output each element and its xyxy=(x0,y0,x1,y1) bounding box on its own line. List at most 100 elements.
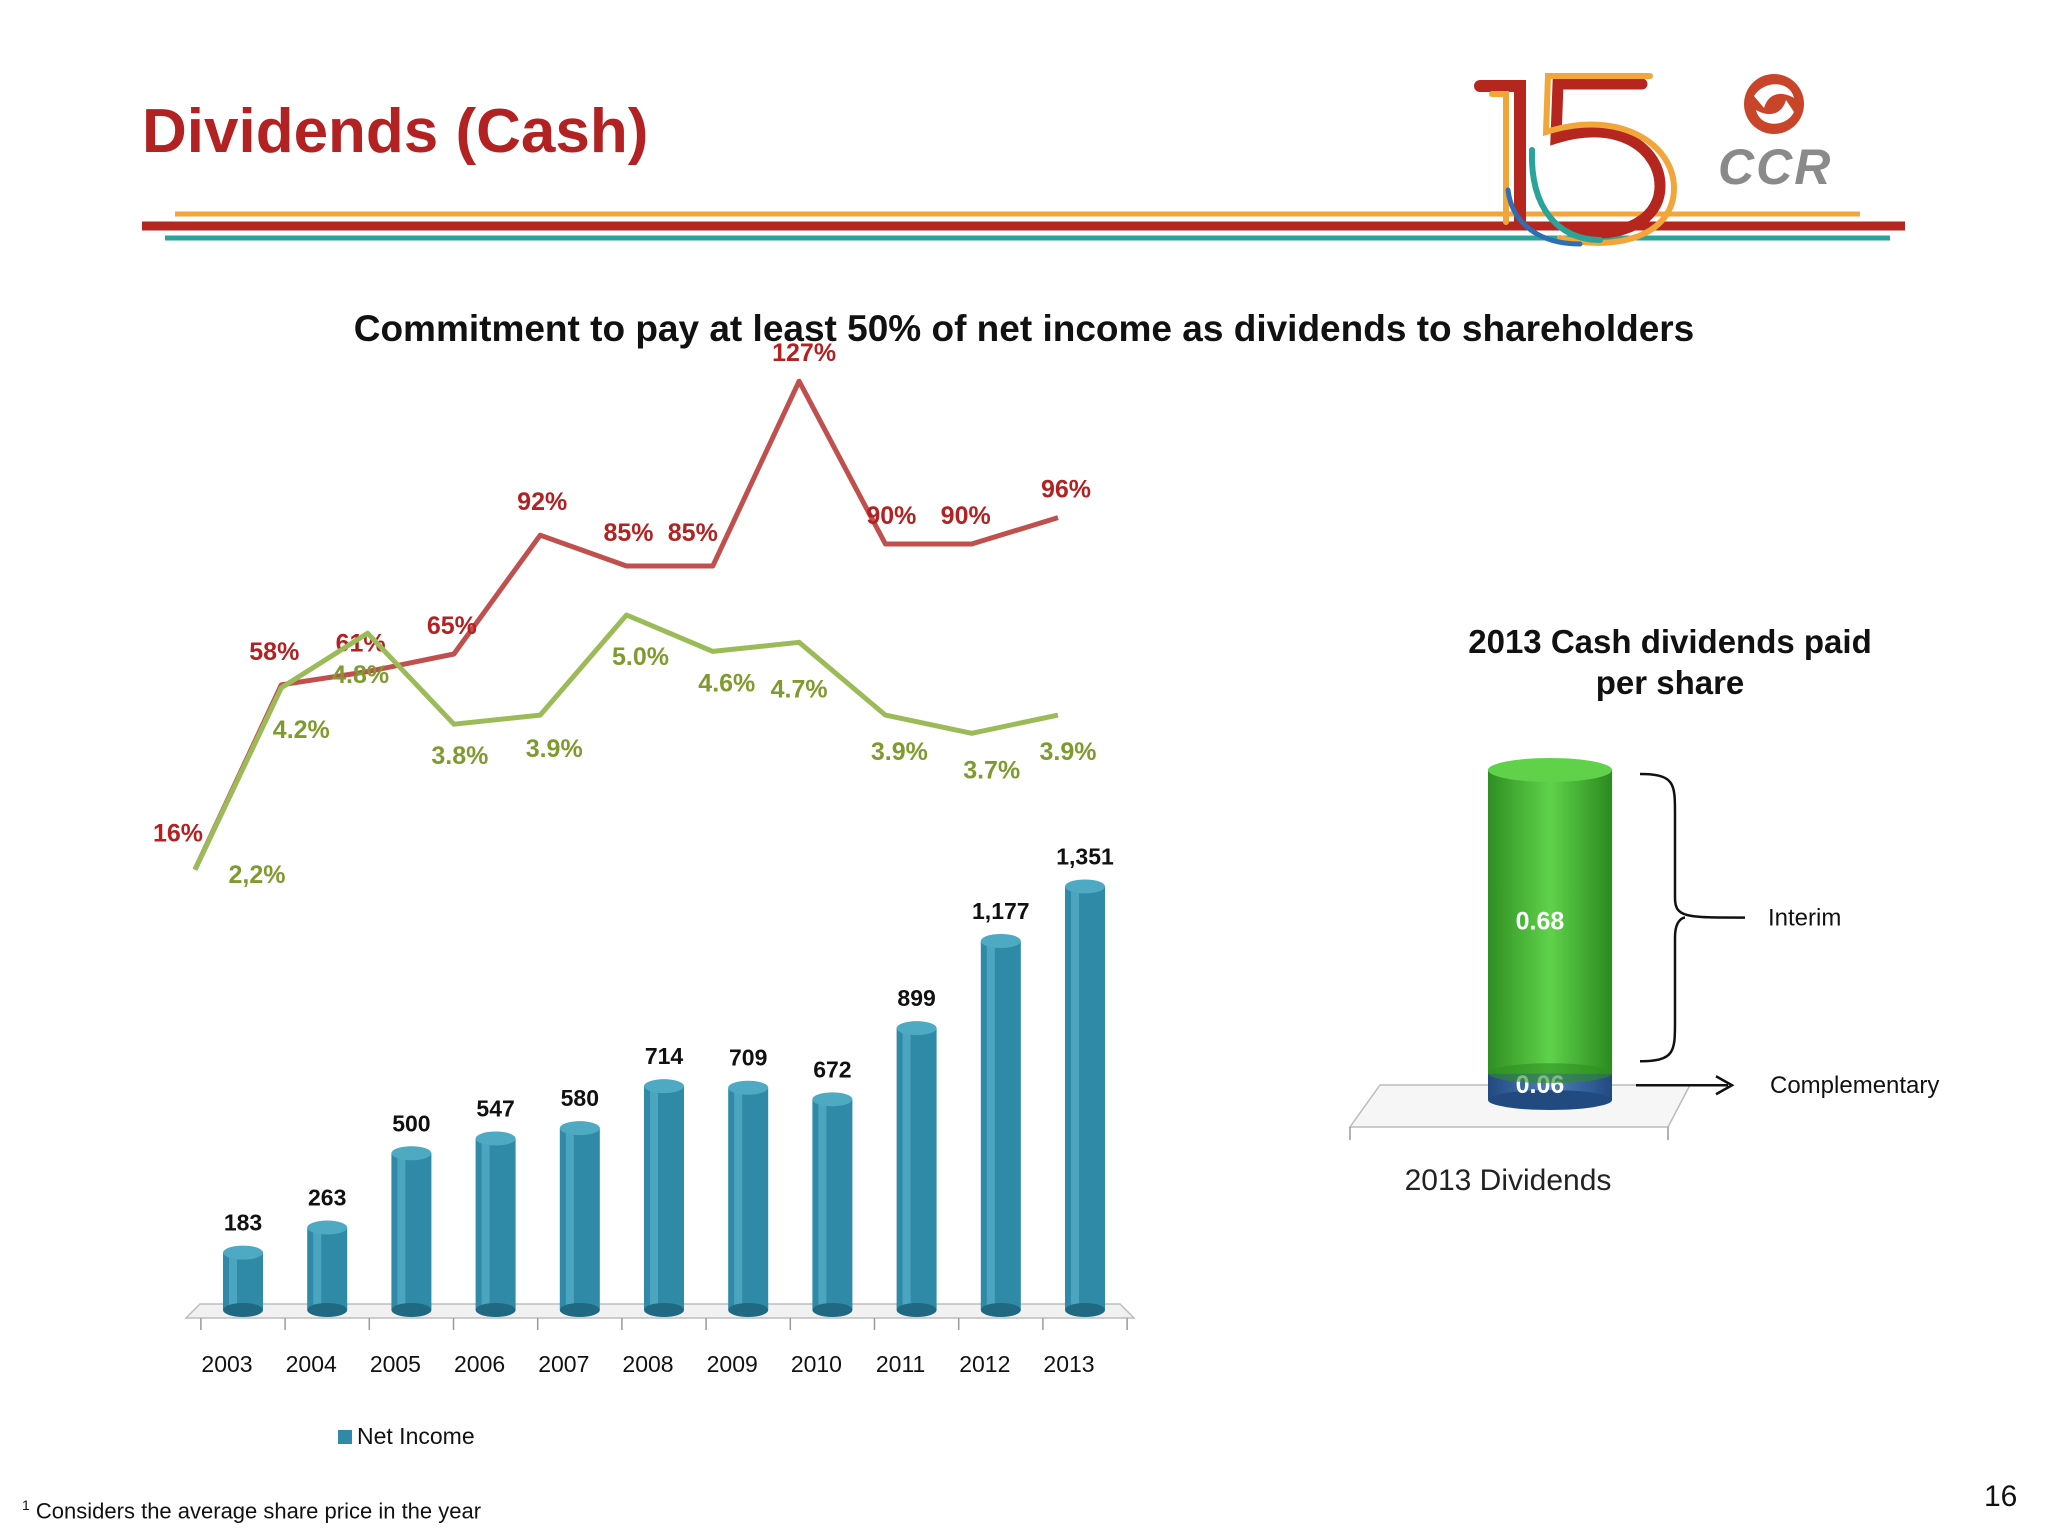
complementary-annotation: Complementary xyxy=(1770,1072,1939,1099)
bar-base xyxy=(475,1303,516,1317)
bar-value-label-2008: 714 xyxy=(645,1043,684,1069)
bar-top xyxy=(896,1021,937,1036)
yield-label-2005: 4.8% xyxy=(332,661,389,689)
payout-polyline xyxy=(192,378,1059,871)
x-tick-label-2010: 2010 xyxy=(791,1351,842,1377)
bar-highlight xyxy=(1071,886,1079,1310)
bar-base xyxy=(644,1303,684,1317)
bar-highlight xyxy=(818,1099,827,1310)
bar-value-label-2009: 709 xyxy=(729,1045,767,1071)
dividend-yield-line: 2,2% 4.2%4.8% 3.8% 3.9% 5.0% 4.6% 4.7% 3.9% 3.7%… xyxy=(192,612,1097,889)
yield-label-2013: 3.9% xyxy=(1040,738,1097,766)
payout-label-2012: 90% xyxy=(941,502,991,530)
net-income-bar-2012 xyxy=(980,934,1021,1317)
net-income-bar-2003 xyxy=(223,1245,263,1317)
x-tick-label-2005: 2005 xyxy=(370,1351,421,1377)
net-income-bar-2013 xyxy=(1065,879,1105,1317)
bar-value-label-2013: 1,351 xyxy=(1056,843,1114,869)
payout-label-2004: 58% xyxy=(249,638,299,666)
x-tick-label-2012: 2012 xyxy=(959,1351,1010,1377)
legend-swatch-net-income xyxy=(338,1430,352,1444)
net-income-bar-2008 xyxy=(644,1079,684,1317)
bar-value-label-2012: 1,177 xyxy=(972,898,1030,924)
ccr-swirl-icon xyxy=(1744,74,1804,134)
payout-ratio-line: 16%58% 61%65%92%85% 85%127%90% 90%96% xyxy=(153,339,1091,871)
net-income-bar-2007 xyxy=(559,1121,600,1317)
chart-legend: Net Income xyxy=(338,1423,475,1449)
bar-highlight xyxy=(565,1128,574,1310)
bar-value-label-2005: 500 xyxy=(392,1110,430,1136)
stacked-cylinder: 0.060.68 xyxy=(1488,758,1612,1110)
x-tick-label-2006: 2006 xyxy=(454,1351,505,1377)
payout-label-2008: 85% xyxy=(603,519,653,547)
payout-label-2009: 85% xyxy=(668,519,718,547)
bar-top xyxy=(475,1131,516,1146)
bar-highlight xyxy=(902,1028,911,1310)
bar-value-label-2011: 899 xyxy=(897,985,935,1011)
bar-base xyxy=(980,1303,1021,1317)
bar-top xyxy=(980,934,1021,949)
bar-base xyxy=(896,1303,937,1317)
complementary-arrow-head xyxy=(1715,1075,1735,1096)
net-income-bar-2004 xyxy=(307,1220,348,1317)
yield-label-2008: 5.0% xyxy=(612,643,669,671)
bar-top xyxy=(559,1121,600,1136)
bar-value-label-2007: 580 xyxy=(561,1085,599,1111)
x-tick-label-2007: 2007 xyxy=(538,1351,589,1377)
subtitle: Commitment to pay at least 50% of net in… xyxy=(353,308,1695,349)
x-tick-label-2013: 2013 xyxy=(1043,1351,1094,1377)
yield-label-2004: 4.2% xyxy=(273,716,330,744)
bar-top xyxy=(391,1146,432,1161)
x-tick-label-2004: 2004 xyxy=(286,1351,337,1377)
footnote: 1 Considers the average share price in t… xyxy=(22,1497,481,1524)
net-income-dividend-chart: 183 263 500 547 580 714 709 672 899 1,177 1,351 20… xyxy=(153,339,1136,1449)
bar-value-label-2006: 547 xyxy=(476,1096,514,1122)
yield-label-2009: 4.6% xyxy=(698,669,755,697)
payout-label-2007: 92% xyxy=(517,488,567,516)
bar-value-label-2003: 183 xyxy=(224,1210,262,1236)
bar-top xyxy=(307,1220,348,1235)
yield-label-2010: 4.7% xyxy=(771,675,828,703)
net-income-bar-2009 xyxy=(728,1080,769,1317)
header-decoration xyxy=(142,73,1905,247)
bar-top xyxy=(644,1079,684,1094)
bar-top xyxy=(223,1245,263,1260)
footnote-text: Considers the average share price in the… xyxy=(35,1498,482,1524)
payout-label-2013: 96% xyxy=(1041,476,1091,504)
page-title: Dividends (Cash) xyxy=(142,97,649,166)
net-income-labels: 183 263 500 547 580 714 709 672 899 1,177 1,351 xyxy=(224,843,1114,1235)
bar-highlight xyxy=(481,1138,490,1310)
bar-highlight xyxy=(313,1227,322,1310)
net-income-bar-2011 xyxy=(896,1021,937,1317)
payout-label-2006: 65% xyxy=(427,612,477,640)
interim-segment: 0.68 xyxy=(1488,758,1612,1084)
bar-highlight xyxy=(734,1087,743,1310)
yield-label-2006: 3.8% xyxy=(431,742,488,770)
bar-base xyxy=(728,1303,769,1317)
side-chart-annotations: Interim Complementary xyxy=(1636,772,1939,1099)
interim-value-label: 0.68 xyxy=(1516,908,1565,936)
bar-base xyxy=(559,1303,600,1317)
payout-label-2011: 90% xyxy=(866,502,916,530)
yield-label-2007: 3.9% xyxy=(526,735,583,763)
interim-brace xyxy=(1639,772,1746,1063)
net-income-bar-2010 xyxy=(812,1092,853,1317)
yield-label-2012: 3.7% xyxy=(963,756,1020,784)
bar-base xyxy=(1065,1303,1105,1317)
per-share-dividend-chart: 2013 Dividends 0.060.68 Interim Complemen… xyxy=(1348,758,1939,1197)
bar-highlight xyxy=(229,1252,237,1310)
bar-base xyxy=(812,1303,853,1317)
ccr-logo-text: CCR xyxy=(1718,139,1833,195)
side-category-label: 2013 Dividends xyxy=(1405,1164,1612,1197)
bar-base xyxy=(223,1303,263,1317)
net-income-bar-2006 xyxy=(475,1131,516,1317)
bar-top xyxy=(812,1092,853,1107)
bar-highlight xyxy=(986,941,995,1310)
page-number: 16 xyxy=(1984,1480,2018,1513)
bar-base xyxy=(391,1303,432,1317)
side-chart-title: 2013 Cash dividends paid per share xyxy=(1468,623,1872,701)
legend-label-net-income: Net Income xyxy=(357,1423,475,1449)
payout-label-2003: 16% xyxy=(153,820,203,848)
payout-label-2010: 127% xyxy=(772,339,836,367)
footnote-marker: 1 xyxy=(22,1497,30,1513)
